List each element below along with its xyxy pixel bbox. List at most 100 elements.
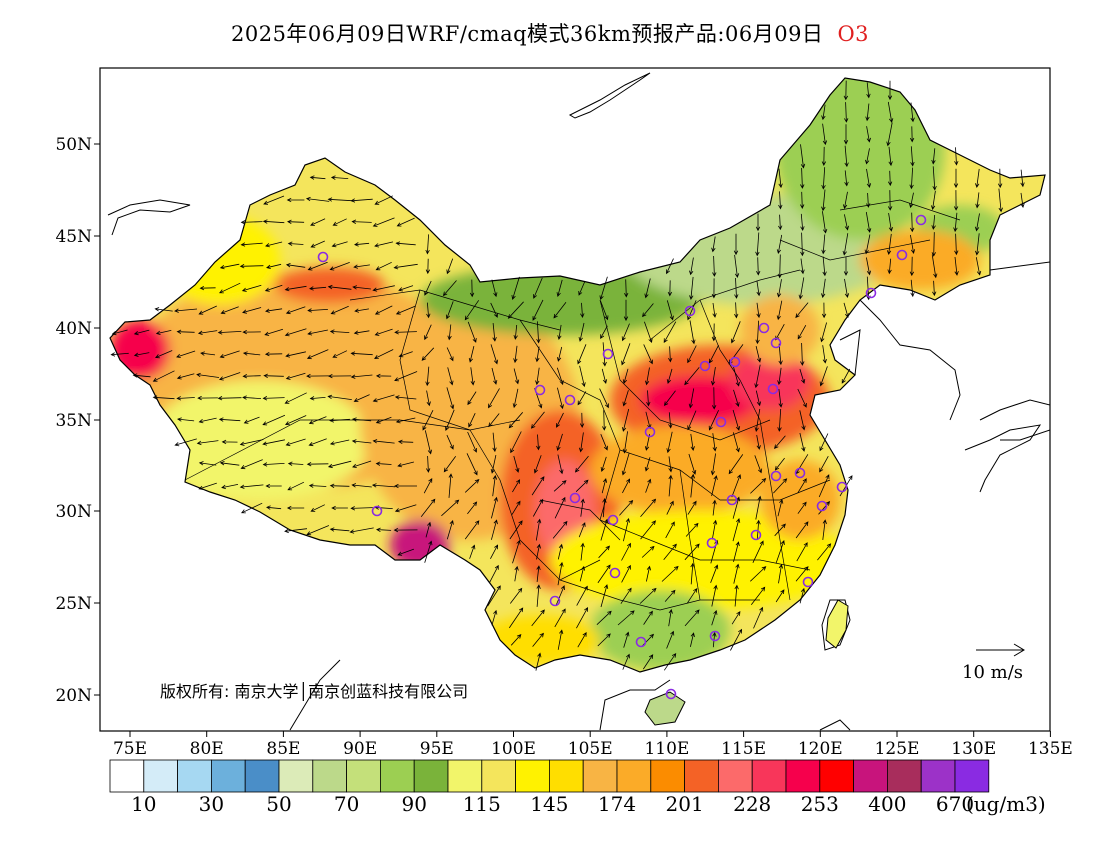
wind-arrow (424, 280, 432, 296)
wind-arrow (266, 505, 282, 510)
wind-arrow (734, 584, 739, 607)
wind-arrow (556, 412, 564, 428)
wind-arrow (795, 521, 809, 539)
wind-arrow (220, 306, 239, 315)
station-marker[interactable] (770, 337, 782, 349)
wind-arrow (750, 477, 767, 494)
station-marker[interactable] (802, 576, 814, 588)
station-marker[interactable] (665, 688, 677, 700)
latitude-axis: 50N 45N 40N 35N 30N 25N 20N (55, 135, 100, 706)
wind-arrow (712, 433, 717, 452)
station-marker[interactable] (684, 305, 696, 317)
station-marker[interactable] (699, 360, 711, 372)
station-marker[interactable] (750, 529, 762, 541)
station-marker[interactable] (534, 384, 546, 396)
wind-arrow (684, 543, 700, 561)
colorbar-label: 201 (666, 792, 704, 816)
wind-arrow (217, 330, 242, 335)
wind-arrow (239, 439, 264, 446)
wind-arrow (491, 367, 498, 385)
wind-arrow (888, 213, 893, 232)
station-marker[interactable] (729, 356, 741, 368)
station-marker[interactable] (794, 467, 806, 479)
wind-arrow (352, 417, 372, 422)
wind-arrow (665, 521, 675, 539)
wind-arrow (492, 432, 497, 453)
wind-arrow (242, 395, 262, 400)
station-marker[interactable] (549, 595, 561, 607)
wind-arrow (532, 632, 544, 647)
wind-arrow (622, 390, 629, 407)
colorbar-swatch (684, 759, 719, 793)
station-marker[interactable] (896, 249, 908, 261)
wind-arrow (467, 501, 478, 515)
wind-arrow (284, 415, 307, 426)
wind-arrow (602, 410, 607, 431)
wind-arrow (755, 346, 762, 363)
station-marker[interactable] (569, 492, 581, 504)
wind-arrow (887, 258, 892, 275)
wind-arrow (263, 373, 284, 378)
wind-arrow (711, 475, 718, 497)
wind-arrow (668, 456, 673, 473)
wind-arrow (330, 175, 349, 180)
wind-arrow (953, 168, 959, 189)
station-marker[interactable] (609, 567, 621, 579)
reference-vector: 10 m/s (962, 643, 1025, 683)
wind-arrow (750, 566, 767, 582)
station-marker[interactable] (564, 394, 576, 406)
station-marker[interactable] (715, 416, 727, 428)
wind-arrow (264, 328, 284, 336)
wind-arrow (887, 170, 893, 187)
lat-tick-label: 30N (55, 502, 92, 522)
wind-arrow (821, 104, 826, 121)
station-marker[interactable] (709, 630, 721, 642)
wind-arrow (597, 633, 611, 647)
colorbar-label: 670 (936, 792, 974, 816)
wind-arrow (687, 345, 697, 364)
station-marker[interactable] (317, 251, 329, 263)
wind-arrow (132, 373, 151, 378)
station-marker[interactable] (706, 537, 718, 549)
wind-arrow (931, 148, 936, 165)
wind-arrow (931, 232, 936, 257)
wind-arrow (510, 431, 522, 454)
wind-arrow (796, 542, 808, 562)
station-marker[interactable] (758, 322, 770, 334)
wind-arrow (597, 564, 611, 584)
wind-arrow (284, 328, 307, 337)
wind-arrow (308, 483, 327, 488)
wind-arrow (774, 435, 786, 449)
station-marker[interactable] (726, 494, 738, 506)
wind-arrow (709, 345, 719, 364)
station-marker[interactable] (836, 481, 848, 493)
wind-arrow (218, 282, 241, 294)
station-marker[interactable] (635, 636, 647, 648)
wind-arrow (307, 261, 328, 271)
wind-arrow (821, 146, 827, 166)
station-marker[interactable] (767, 383, 779, 395)
wind-arrow (264, 284, 283, 292)
station-marker[interactable] (915, 214, 927, 226)
station-marker[interactable] (607, 514, 619, 526)
wind-arrow (756, 280, 761, 297)
station-marker[interactable] (770, 470, 782, 482)
station-marker[interactable] (602, 348, 614, 360)
wind-arrow (732, 432, 740, 453)
wind-arrow (734, 277, 739, 299)
colorbar-swatch (210, 759, 246, 793)
station-marker[interactable] (644, 426, 656, 438)
wind-arrow (711, 609, 718, 626)
wind-arrow (352, 460, 372, 468)
station-marker[interactable] (865, 287, 877, 299)
station-marker[interactable] (816, 500, 828, 512)
wind-arrow (600, 434, 608, 451)
wind-arrow (351, 483, 372, 488)
wind-arrow (712, 499, 717, 516)
wind-arrow (909, 167, 914, 190)
station-marker[interactable] (371, 505, 383, 517)
wind-arrow (242, 307, 262, 314)
wind-arrow (536, 321, 541, 344)
wind-arrow (242, 374, 261, 379)
wind-arrow (556, 433, 563, 451)
